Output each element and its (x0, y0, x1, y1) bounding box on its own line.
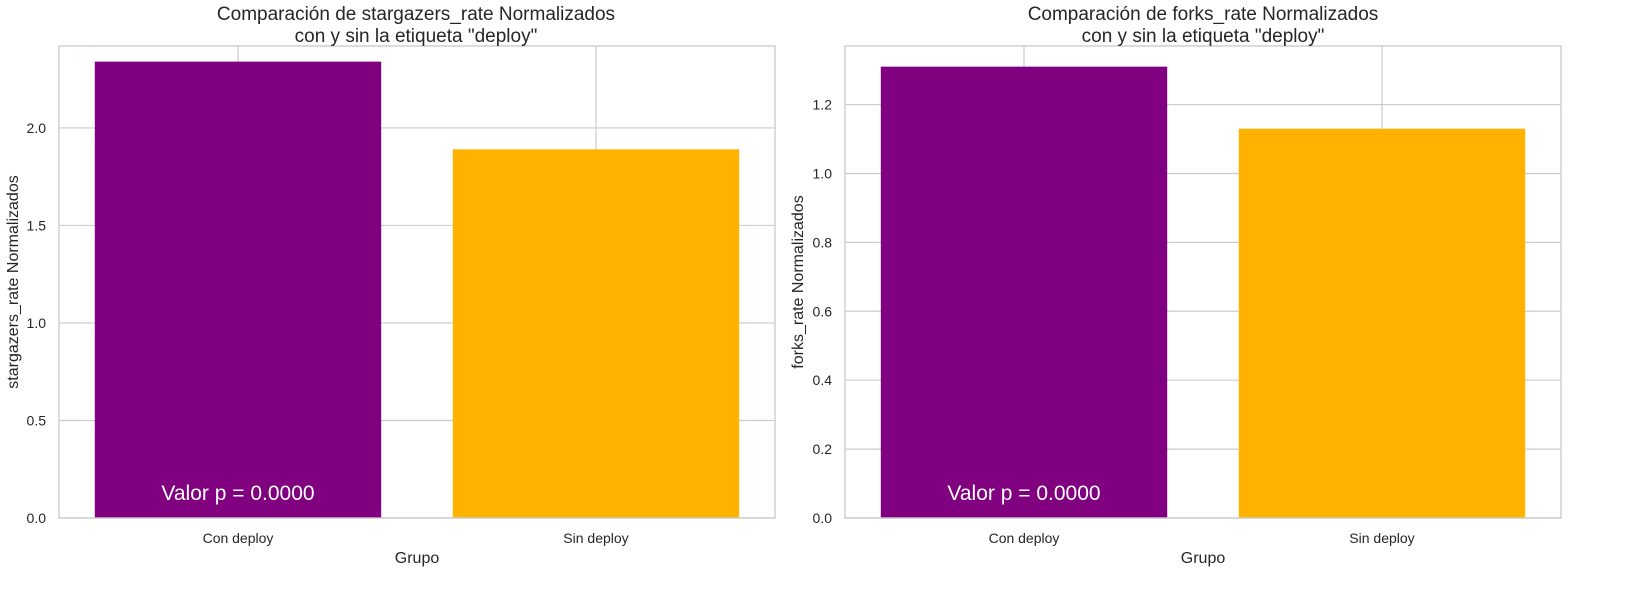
axes-frame (58, 45, 776, 519)
y-tick-label: 0.0 (27, 510, 47, 526)
chart-title-line-1: Comparación de forks_rate Normalizados (1028, 4, 1379, 25)
y-tick-label: 1.0 (813, 165, 833, 181)
bar-sin-deploy (1238, 128, 1526, 518)
y-tick-label: 1.5 (27, 217, 47, 233)
y-tick-label: 0.2 (813, 441, 833, 457)
y-tick-label: 0.6 (813, 303, 833, 319)
y-axis-label: forks_rate Normalizados (790, 195, 807, 368)
p-value-annotation: Valor p = 0.0000 (947, 482, 1100, 505)
chart-title-line-2: con y sin la etiqueta "deploy" (295, 26, 538, 47)
y-tick-label: 1.2 (813, 97, 833, 113)
bar-con-deploy (94, 61, 382, 519)
chart-title-line-2: con y sin la etiqueta "deploy" (1082, 26, 1325, 47)
y-tick-label: 0.8 (813, 234, 833, 250)
x-axis-label: Grupo (395, 550, 440, 567)
axes-frame (844, 45, 1562, 519)
chart-title-line-1: Comparación de stargazers_rate Normaliza… (217, 4, 615, 25)
y-tick-label: 0.5 (27, 412, 47, 428)
y-tick-label: 2.0 (27, 120, 47, 136)
y-tick-label: 0.4 (813, 372, 833, 388)
y-tick-label: 1.0 (27, 315, 47, 331)
bar-sin-deploy (452, 149, 740, 519)
x-axis-label: Grupo (1181, 550, 1226, 567)
x-tick-label: Con deploy (989, 530, 1060, 546)
x-tick-label: Sin deploy (563, 530, 628, 546)
x-tick-label: Con deploy (203, 530, 274, 546)
x-tick-label: Sin deploy (1349, 530, 1414, 546)
y-tick-label: 0.0 (813, 510, 833, 526)
bar-con-deploy (880, 66, 1168, 518)
p-value-annotation: Valor p = 0.0000 (161, 482, 314, 505)
y-axis-label: stargazers_rate Normalizados (5, 175, 22, 388)
